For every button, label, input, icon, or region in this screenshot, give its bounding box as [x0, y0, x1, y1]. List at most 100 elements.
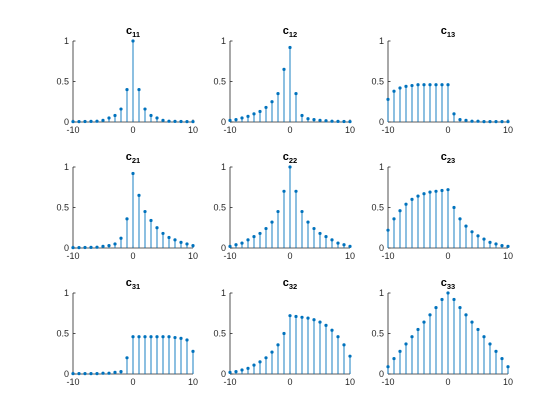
stem-marker: [392, 89, 396, 93]
stem-marker: [336, 335, 340, 339]
title-subscript: 23: [447, 156, 455, 165]
stem-marker: [258, 231, 262, 236]
stem-marker: [161, 231, 165, 236]
stem-marker: [506, 119, 510, 124]
y-tick-label: 1: [221, 162, 226, 172]
stem-marker: [392, 217, 396, 221]
stem-marker: [494, 119, 498, 124]
stem-marker: [77, 371, 81, 376]
stem-marker: [452, 205, 456, 210]
stem-marker: [452, 112, 456, 116]
title-letter: c: [441, 25, 447, 37]
title-letter: c: [441, 277, 447, 289]
subplot-title: c21: [126, 151, 140, 165]
x-tick-label: 10: [188, 251, 198, 261]
y-tick-label: 0.5: [371, 329, 384, 339]
stem-marker: [234, 117, 238, 122]
stem-marker: [143, 209, 147, 214]
x-tick-label: 0: [287, 125, 292, 135]
stem-marker: [113, 242, 117, 246]
stem-marker: [95, 371, 99, 376]
stem-marker: [125, 88, 129, 92]
y-tick-label: 0: [64, 117, 69, 127]
title-letter: c: [126, 151, 132, 163]
stem-marker: [464, 224, 468, 228]
stem-marker: [240, 368, 244, 372]
stem-marker: [125, 356, 129, 360]
y-tick-label: 0.5: [371, 203, 384, 213]
stem-marker: [348, 244, 352, 248]
y-tick-label: 0: [379, 243, 384, 253]
stem-marker: [137, 335, 141, 339]
stem-marker: [107, 371, 111, 375]
stem-marker: [288, 165, 292, 169]
stem-marker: [137, 88, 141, 92]
stem-marker: [131, 171, 135, 176]
stem-marker: [330, 238, 334, 242]
stem-marker: [173, 238, 177, 242]
y-tick-label: 0.5: [213, 77, 226, 87]
stem-marker: [77, 245, 81, 250]
stem-marker: [500, 357, 504, 361]
stem-marker: [71, 371, 75, 376]
stem-marker: [71, 245, 75, 250]
x-tick-label: 10: [503, 251, 513, 261]
stem-marker: [398, 86, 402, 90]
stem-marker: [294, 92, 298, 96]
stem-marker: [482, 237, 486, 241]
stem-marker: [336, 119, 340, 123]
stem-marker: [246, 114, 250, 118]
stem-marker: [342, 243, 346, 247]
stem-marker: [470, 320, 474, 324]
stem-marker: [137, 193, 141, 197]
title-subscript: 12: [289, 30, 297, 39]
stem-marker: [506, 365, 510, 369]
stem-marker: [330, 328, 334, 332]
y-tick-label: 0.5: [56, 329, 69, 339]
subplot-title: c33: [441, 277, 455, 291]
stem-marker: [149, 335, 153, 339]
stem-marker: [95, 245, 99, 249]
stem-marker: [476, 327, 480, 332]
stem-marker: [185, 242, 189, 246]
stem-marker: [149, 218, 153, 223]
stem-marker: [404, 84, 408, 88]
stem-marker: [482, 335, 486, 339]
x-tick-label: 0: [130, 125, 135, 135]
x-tick-label: -10: [66, 377, 79, 387]
stem-marker: [282, 189, 286, 193]
stem-marker: [89, 119, 93, 123]
stem-marker: [428, 190, 432, 194]
title-letter: c: [283, 277, 289, 289]
stem-marker: [179, 336, 183, 340]
stem-marker: [131, 335, 135, 339]
stem-marker: [167, 235, 171, 240]
stem-marker: [458, 305, 462, 310]
stem-marker: [264, 226, 268, 231]
y-tick-label: 1: [221, 288, 226, 298]
stem-marker: [119, 369, 123, 374]
stem-marker: [258, 109, 262, 114]
stem-marker: [161, 118, 165, 122]
x-tick-label: 0: [445, 251, 450, 261]
stem-marker: [125, 217, 129, 221]
stem-marker: [234, 243, 238, 247]
stem-marker: [113, 370, 117, 374]
y-tick-label: 0.5: [371, 77, 384, 87]
stem-marker: [348, 119, 352, 124]
y-tick-label: 0.5: [56, 203, 69, 213]
y-tick-label: 0: [221, 243, 226, 253]
stem-marker: [155, 335, 159, 339]
stem-marker: [246, 366, 250, 370]
stem-marker: [446, 83, 450, 87]
stem-marker: [143, 107, 147, 111]
title-subscript: 21: [132, 156, 140, 165]
stem-marker: [185, 119, 189, 124]
stem-marker: [500, 119, 504, 124]
x-tick-label: 0: [287, 377, 292, 387]
x-tick-label: -10: [381, 377, 394, 387]
